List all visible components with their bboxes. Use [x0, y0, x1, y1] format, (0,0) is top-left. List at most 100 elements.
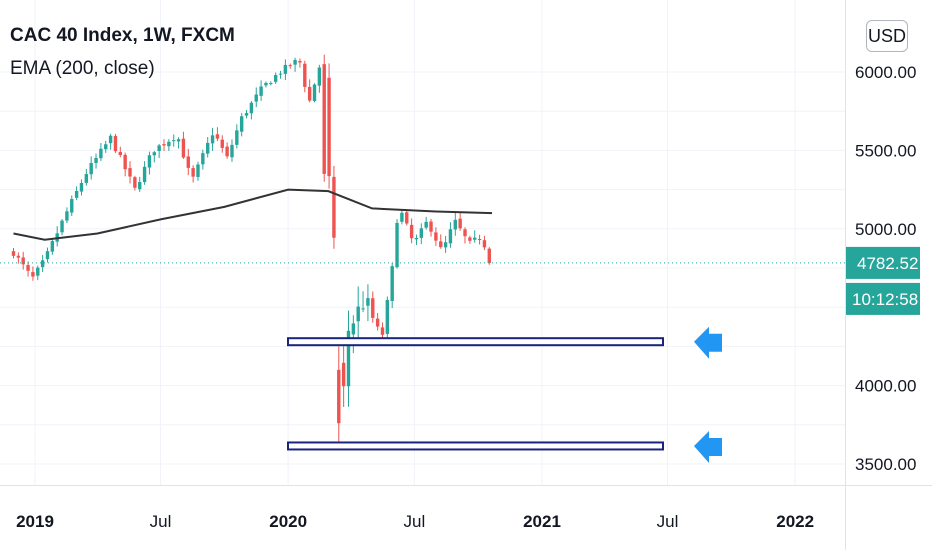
candle-down — [409, 218, 414, 244]
candle-body — [317, 67, 322, 86]
candle-up — [264, 81, 268, 88]
candle-up — [473, 230, 477, 243]
candle-up — [385, 296, 390, 340]
candle-up — [269, 81, 273, 86]
candle-down — [123, 152, 127, 177]
candle-body — [142, 166, 147, 183]
candle-up — [65, 207, 69, 224]
chart-legend: CAC 40 Index, 1W, FXCM EMA (200, close) — [10, 24, 235, 81]
price-tick-label: 3500.00 — [855, 455, 916, 474]
candle-body — [419, 228, 424, 238]
candle-down — [26, 261, 30, 277]
candle-body — [448, 229, 453, 244]
candle-body — [322, 64, 326, 174]
candle-body — [99, 148, 103, 159]
indicator-label[interactable]: EMA (200, close) — [10, 58, 155, 79]
candle-body — [312, 84, 317, 102]
candle-down — [191, 165, 195, 183]
countdown-label: 10:12:58 — [852, 290, 918, 309]
candle-body — [191, 168, 195, 177]
candle-body — [244, 113, 249, 116]
candle-body — [89, 163, 93, 175]
candle-down — [463, 227, 467, 244]
candle-up — [108, 133, 113, 150]
candle-down — [11, 248, 16, 259]
candle-up — [259, 80, 263, 101]
candle-body — [405, 212, 409, 224]
support-zone-box[interactable] — [287, 337, 664, 347]
candle-down — [468, 235, 472, 244]
candle-body — [45, 251, 50, 260]
arrow-left-icon[interactable] — [694, 430, 722, 463]
candle-up — [167, 139, 171, 152]
candle-down — [371, 291, 375, 323]
candle-up — [36, 265, 40, 281]
candle-body — [128, 168, 132, 177]
candle-body — [16, 255, 21, 258]
candle-up — [230, 139, 234, 162]
candle-up — [89, 156, 93, 180]
last-price-label: 4782.52 — [857, 254, 918, 273]
candle-body — [230, 144, 234, 158]
price-axis[interactable]: 6000.00 5500.00 5000.00 4000.00 3500.00 — [855, 63, 916, 474]
candle-body — [269, 83, 273, 85]
candle-up — [278, 70, 283, 79]
time-axis[interactable]: 2019 Jul 2020 Jul 2021 Jul 2022 — [16, 512, 814, 531]
candle-up — [172, 134, 176, 147]
time-tick-label: 2019 — [16, 512, 54, 531]
arrow-left-icon[interactable] — [694, 326, 722, 359]
candle-body — [273, 75, 278, 82]
candle-up — [351, 315, 356, 354]
candle-up — [390, 262, 394, 309]
support-zone-box[interactable] — [287, 441, 664, 451]
candle-up — [356, 286, 360, 339]
time-tick-label: Jul — [150, 512, 172, 531]
price-tick-label: 5500.00 — [855, 141, 916, 160]
candle-down — [21, 251, 25, 270]
candle-up — [395, 219, 399, 269]
candle-up — [157, 144, 161, 158]
candle-body — [210, 135, 215, 144]
candle-up — [152, 150, 156, 163]
candle-down — [181, 131, 186, 159]
candle-body — [487, 248, 491, 263]
candle-down — [118, 146, 123, 158]
candle-body — [176, 139, 181, 142]
candle-body — [356, 306, 360, 322]
candle-body — [157, 145, 161, 152]
candle-down — [186, 148, 190, 176]
candle-up — [99, 143, 103, 162]
candle-down — [128, 161, 132, 184]
candle-body — [104, 144, 108, 150]
candle-body — [429, 221, 433, 232]
candle-up — [312, 83, 317, 103]
candle-down — [220, 135, 224, 153]
candle-down — [322, 54, 326, 182]
candle-body — [380, 327, 385, 335]
candle-body — [138, 182, 142, 190]
candle-down — [225, 142, 229, 159]
candle-body — [31, 272, 35, 277]
ema-line[interactable] — [13, 188, 493, 241]
candle-body — [327, 77, 331, 177]
candle-body — [264, 82, 268, 86]
candle-up — [94, 153, 98, 169]
currency-button[interactable]: USD — [866, 20, 908, 52]
candle-up — [60, 218, 64, 236]
candle-down — [458, 211, 462, 231]
candle-body — [205, 142, 210, 154]
candle-down — [439, 234, 443, 249]
candle-down — [405, 209, 409, 226]
candle-up — [273, 72, 278, 84]
candle-body — [424, 221, 428, 228]
candle-up — [104, 140, 108, 153]
candle-up — [84, 168, 89, 186]
symbol-title[interactable]: CAC 40 Index, 1W, FXCM — [10, 25, 235, 46]
candle-body — [196, 164, 200, 177]
candle-body — [11, 251, 16, 256]
candle-body — [293, 59, 297, 65]
candle-body — [346, 330, 351, 387]
candle-down — [429, 218, 433, 237]
